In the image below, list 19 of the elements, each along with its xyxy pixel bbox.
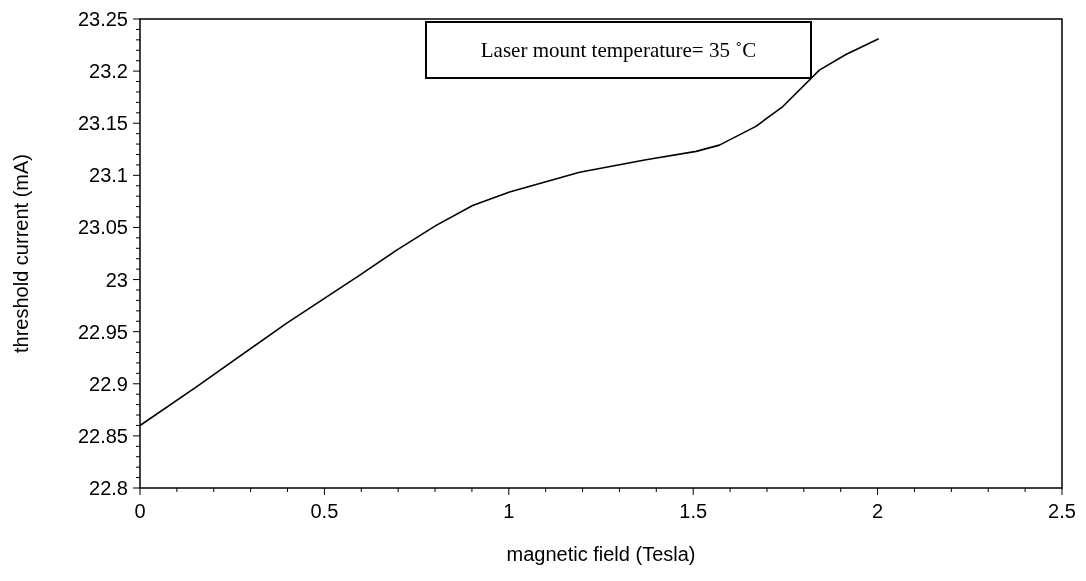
y-tick-label: 22.8 (89, 477, 128, 499)
x-tick-label: 0.5 (310, 500, 339, 522)
y-tick-label: 22.9 (89, 372, 128, 395)
x-tick-label: 2 (872, 500, 884, 522)
y-tick-label: 23.15 (77, 112, 128, 135)
x-axis-title: magnetic field (Tesla) (506, 543, 696, 565)
x-tick-label: 2.5 (1048, 500, 1076, 522)
annotation: Laser mount temperature= 35 ˚C (480, 38, 757, 63)
y-tick-label: 22.85 (77, 424, 128, 447)
y-tick-label: 23.1 (89, 164, 128, 187)
y-axis-title: threshold current (mA) (10, 154, 32, 353)
y-tick-label: 23 (105, 268, 128, 291)
y-tick-label: 23.25 (77, 8, 128, 30)
x-tick-label: 1.5 (679, 500, 708, 522)
x-tick-label: 1 (503, 500, 515, 522)
y-tick-label: 23.05 (77, 216, 128, 239)
x-tick-label: 0 (134, 500, 146, 522)
y-tick-label: 23.2 (89, 60, 128, 83)
y-tick-label: 22.95 (77, 320, 128, 343)
